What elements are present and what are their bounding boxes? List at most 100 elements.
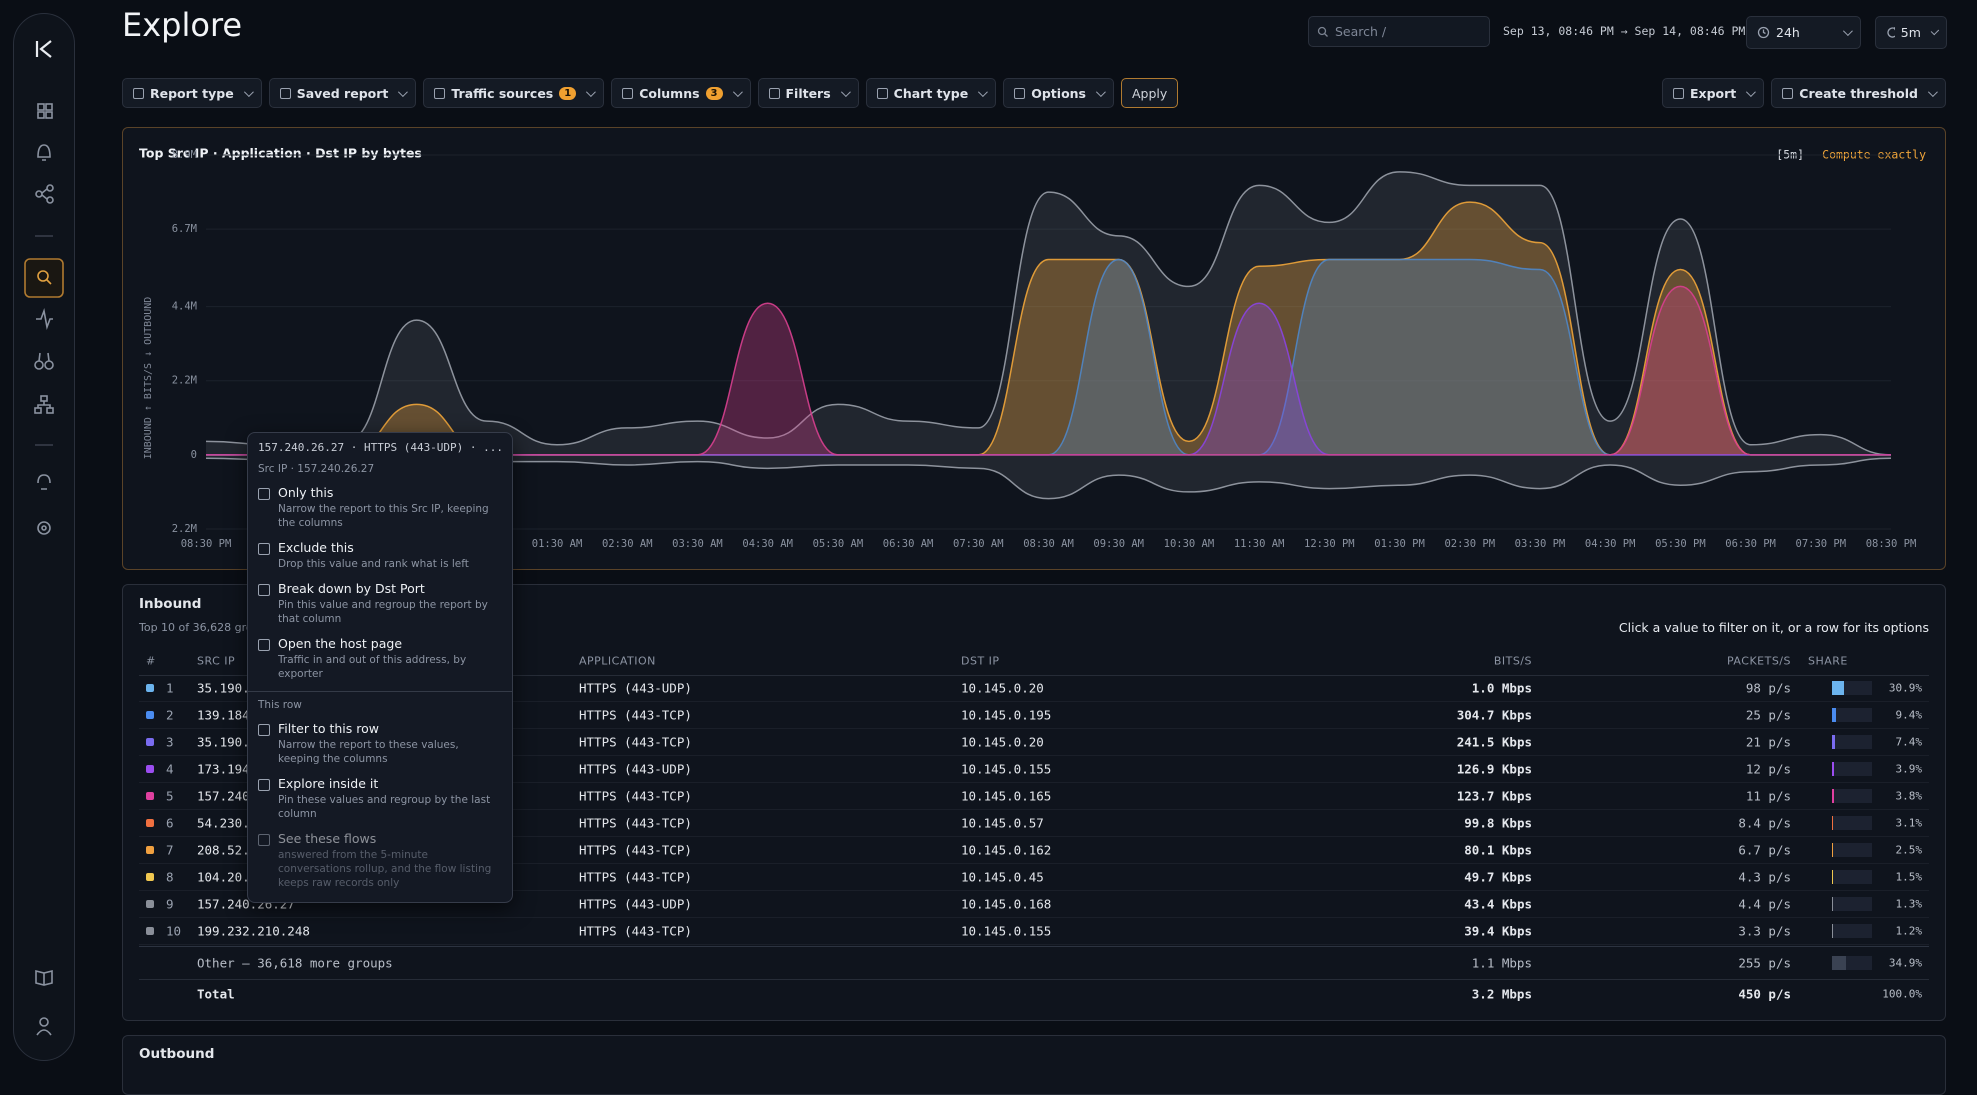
row-rank: 2 [166,708,174,723]
x-tick-label: 01:30 PM [1374,538,1425,550]
src-ip: 104.20. [197,870,250,885]
badge: 1 [559,87,576,100]
outbound-panel [122,1035,1946,1095]
share-bar [1832,762,1834,776]
share-bar [1832,870,1833,884]
share-bar [1832,789,1834,803]
menu-icon [258,779,270,791]
toolbar-button[interactable]: Options [1003,78,1114,108]
row-rank: 5 [166,789,174,804]
nav-topology[interactable] [35,396,53,413]
row-swatch [146,765,154,773]
src-ip: 199.232.210.248 [197,924,310,939]
share-label: 1.5% [1896,871,1923,884]
chevron [398,87,408,97]
x-tick-label: 04:30 AM [742,538,793,550]
refresh-select[interactable]: 5m [1875,16,1947,49]
apply-button[interactable]: Apply [1121,78,1178,108]
toolbar-button[interactable]: Filters [758,78,859,108]
row-swatch [146,819,154,827]
application: HTTPS (443-UDP) [579,897,692,912]
range-select[interactable]: 24h [1746,16,1861,49]
share-label: 1.3% [1896,898,1923,911]
toolbar-button[interactable]: Saved report [269,78,417,108]
share-bar [1832,843,1833,857]
bits: 304.7 Kbps [1457,708,1532,723]
bits: 39.4 Kbps [1464,924,1532,939]
row-rank: 9 [166,897,174,912]
search-box[interactable]: Search / [1308,16,1490,47]
header-cell: DST IP [961,655,1000,668]
toolbar-button[interactable]: Create threshold [1771,78,1946,108]
share-bar [1832,681,1844,695]
dst-ip: 10.145.0.20 [961,735,1044,750]
badge: 3 [706,87,723,100]
menu-item[interactable]: Filter to this row Narrow the report to t… [258,721,502,766]
button-icon [133,88,144,99]
packets: 12 p/s [1746,762,1791,777]
time-range[interactable]: Sep 13, 08:46 PM → Sep 14, 08:46 PM [1503,24,1745,38]
menu-desc: answered from the 5-minute conversations… [278,848,502,890]
row-swatch [146,846,154,854]
y-tick-label: 2.2M [172,523,197,535]
nav-share[interactable] [36,185,53,203]
chevron [1096,87,1106,97]
nav-alerts[interactable] [38,145,50,160]
x-tick-label: 08:30 PM [1866,538,1917,550]
toolbar-button[interactable]: Report type [122,78,262,108]
menu-title: Only this [278,485,502,500]
chevron [732,87,742,97]
toolbar-button[interactable]: Columns 3 [611,78,750,108]
nav-explore-active[interactable] [25,259,63,297]
menu-desc: Traffic in and out of this address, by e… [278,653,502,681]
bits: 123.7 Kbps [1457,789,1532,804]
button-icon [877,88,888,99]
share-bar [1832,735,1835,749]
row-rank: 8 [166,870,174,885]
x-tick-label: 03:30 PM [1515,538,1566,550]
share-label: 2.5% [1896,844,1923,857]
packets: 3.3 p/s [1738,924,1791,939]
dst-ip: 10.145.0.20 [961,681,1044,696]
outbound-title: Outbound [139,1046,214,1062]
menu-desc: Narrow the report to these values, keepi… [278,738,502,766]
toolbar-button[interactable]: Chart type [866,78,997,108]
application: HTTPS (443-TCP) [579,924,692,939]
toolbar-button[interactable]: Export [1662,78,1764,108]
row-swatch [146,684,154,692]
x-tick-label: 04:30 PM [1585,538,1636,550]
y-tick-label: 6.7M [172,223,197,235]
menu-title: Filter to this row [278,721,502,736]
menu-icon [258,724,270,736]
total-bits: 3.2 Mbps [1472,987,1532,1002]
row-rank: 1 [166,681,174,696]
src-ip: 54.230. [197,816,250,831]
nav-binoculars[interactable] [35,353,53,369]
nav-support[interactable] [38,475,50,489]
dst-ip: 10.145.0.162 [961,843,1051,858]
nav-account[interactable] [37,1018,51,1035]
bits: 99.8 Kbps [1464,816,1532,831]
button-label: Columns [639,86,699,101]
menu-icon [258,543,270,555]
application: HTTPS (443-TCP) [579,735,692,750]
bits: 80.1 Kbps [1464,843,1532,858]
nav-docs[interactable] [36,971,52,985]
menu-title: Break down by Dst Port [278,581,502,596]
button-label: Create threshold [1799,86,1918,101]
application: HTTPS (443-TCP) [579,870,692,885]
nav-dashboard[interactable] [38,104,52,118]
nav-settings[interactable] [38,522,50,534]
nav-pulse[interactable] [36,311,53,327]
button-icon [280,88,291,99]
x-tick-label: 08:30 PM [181,538,232,550]
